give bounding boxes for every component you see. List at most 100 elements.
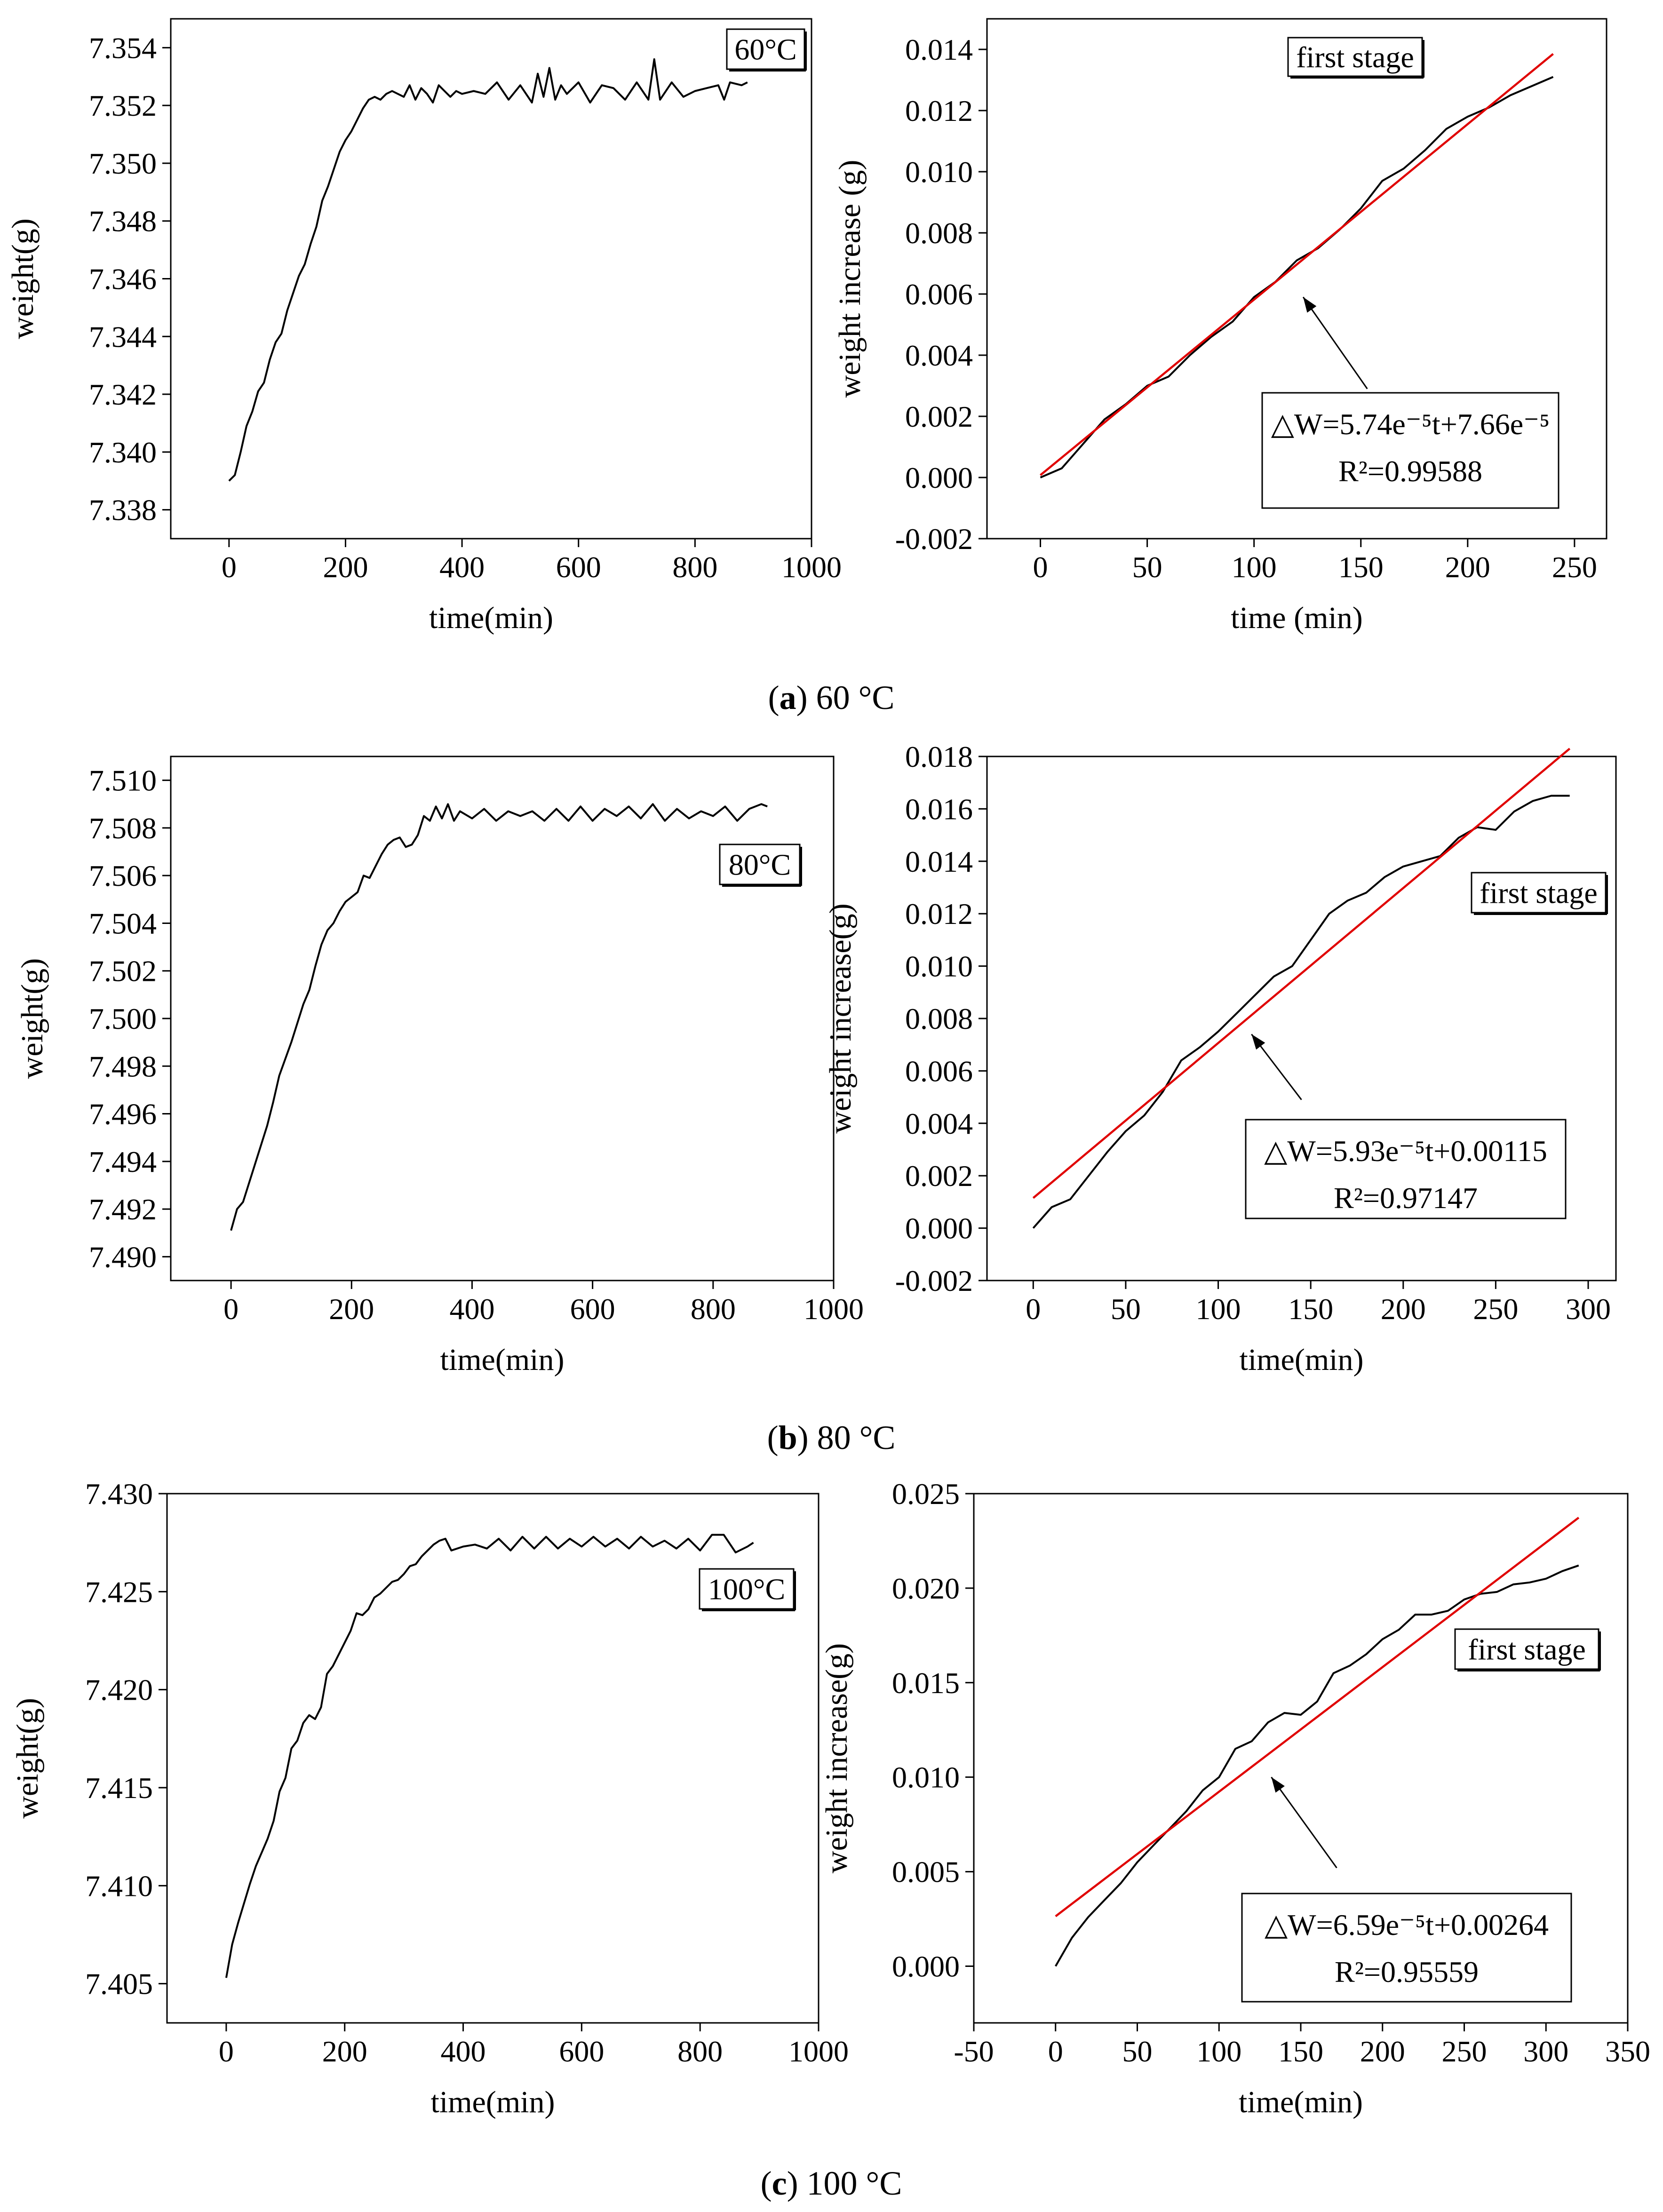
r-squared: R²=0.97147	[1334, 1181, 1478, 1215]
legend-label: first stage	[1468, 1633, 1586, 1666]
equation-box	[1241, 1893, 1572, 2003]
x-tick-label: 200	[1445, 550, 1490, 584]
x-tick-label: 150	[1338, 550, 1384, 584]
y-tick-label: 7.430	[85, 1477, 153, 1511]
fit-equation: △W=6.59e⁻⁵t+0.00264	[1265, 1908, 1549, 1941]
y-tick-label: 0.008	[905, 216, 973, 250]
x-tick-label: 50	[1122, 2035, 1153, 2068]
y-tick-label: 0.000	[905, 1212, 973, 1245]
legend-box	[699, 1568, 795, 1610]
x-tick-label: 400	[439, 550, 485, 584]
x-tick-label: 400	[449, 1292, 494, 1326]
y-tick-label: 0.014	[905, 33, 973, 66]
x-tick-label: 0	[1048, 2035, 1063, 2068]
caption-c: (c) 100 °C	[761, 2164, 902, 2202]
chart-a-left: 0 200 400 600 800 1000 7.338 7.340 7.342 7.344 7.3…	[6, 18, 842, 635]
chart-b-right: 0 50 100 150 200 250 300 -0.002 0.000 0.002 0.004 0…	[823, 740, 1617, 1377]
x-tick-label: 200	[329, 1292, 374, 1326]
x-tick-label: 300	[1566, 1292, 1611, 1326]
y-tick-label: 0.002	[905, 1159, 973, 1193]
y-tick-label: 7.492	[89, 1193, 157, 1226]
y-axis-title: weight increase(g)	[820, 1643, 854, 1873]
caption-b: (b) 80 °C	[767, 1419, 896, 1456]
y-tick-label: 7.502	[89, 955, 157, 988]
y-tick-label: 0.014	[905, 845, 973, 878]
y-tick-label: 0.004	[905, 339, 973, 372]
x-tick-label: 600	[570, 1292, 615, 1326]
y-tick-label: 7.348	[89, 205, 157, 238]
chart-b-left: 0 200 400 600 800 1000 7.490 7.492 7.494 7.496 7.4…	[15, 756, 864, 1377]
x-axis-title: time(min)	[429, 601, 553, 635]
x-tick-label: 200	[323, 550, 368, 584]
legend-box	[1471, 872, 1607, 914]
y-tick-label: 7.498	[89, 1050, 157, 1083]
y-tick-label: 7.500	[89, 1002, 157, 1035]
x-tick-label: 150	[1288, 1292, 1333, 1326]
x-tick-label: 250	[1552, 550, 1597, 584]
x-tick-label: -50	[954, 2035, 994, 2068]
data-line	[1032, 795, 1570, 1229]
y-tick-label: 0.010	[905, 155, 973, 189]
y-tick-label: 7.425	[85, 1575, 153, 1608]
annotation-arrow	[1302, 296, 1368, 390]
fit-line	[1055, 1517, 1580, 1918]
x-tick-label: 0	[1026, 1292, 1041, 1326]
equation-box	[1245, 1119, 1567, 1219]
annotation-arrowhead	[1271, 1777, 1285, 1793]
y-tick-label: 0.016	[905, 792, 973, 826]
x-tick-label: 800	[672, 550, 717, 584]
x-tick-label: 100	[1232, 550, 1277, 584]
plot-frame	[166, 1493, 820, 2024]
x-axis-title: time(min)	[1240, 1343, 1364, 1377]
x-tick-label: 400	[441, 2035, 486, 2068]
legend-box	[726, 28, 805, 70]
fit-equation: △W=5.93e⁻⁵t+0.00115	[1264, 1134, 1547, 1168]
x-tick-label: 600	[559, 2035, 604, 2068]
legend-box	[1454, 1628, 1599, 1670]
y-tick-label: 7.352	[89, 89, 157, 122]
fit-line	[1032, 748, 1571, 1199]
y-tick-label: 7.410	[85, 1869, 153, 1902]
y-tick-label: 0.020	[892, 1572, 960, 1605]
legend-label: first stage	[1480, 876, 1598, 910]
y-tick-label: 7.338	[89, 493, 157, 527]
r-squared: R²=0.99588	[1338, 454, 1482, 488]
x-tick-label: 1000	[788, 2035, 849, 2068]
y-tick-label: 0.006	[905, 278, 973, 311]
y-tick-label: 7.405	[85, 1967, 153, 2001]
fit-equation: △W=5.74e⁻⁵t+7.66e⁻⁵	[1271, 407, 1550, 441]
y-tick-label: 7.340	[89, 436, 157, 469]
x-tick-label: 0	[222, 550, 237, 584]
y-tick-label: 0.018	[905, 740, 973, 773]
y-tick-label: 0.005	[892, 1855, 960, 1889]
y-tick-label: 7.354	[89, 31, 157, 64]
y-tick-label: 7.344	[89, 320, 157, 353]
data-line	[225, 1534, 754, 1978]
x-axis-title: time(min)	[431, 2085, 555, 2119]
y-tick-label: 7.350	[89, 147, 157, 180]
x-tick-label: 200	[1360, 2035, 1405, 2068]
x-tick-label: 250	[1442, 2035, 1487, 2068]
x-tick-label: 100	[1196, 2035, 1241, 2068]
y-axis-title: weight(g)	[10, 1698, 45, 1819]
y-tick-label: 7.415	[85, 1771, 153, 1805]
equation-box	[1261, 392, 1560, 509]
x-tick-label: 800	[691, 1292, 736, 1326]
y-tick-label: 7.494	[89, 1145, 157, 1178]
x-axis-title: time(min)	[1239, 2085, 1363, 2119]
plot-frame	[170, 18, 812, 540]
x-tick-label: 50	[1132, 550, 1162, 584]
data-line	[230, 803, 768, 1231]
annotation-arrowhead	[1303, 297, 1317, 313]
caption-a: (a) 60 °C	[768, 679, 895, 716]
x-tick-label: 100	[1196, 1292, 1241, 1326]
y-axis-title: weight increase(g)	[823, 903, 858, 1133]
x-axis-title: time(min)	[440, 1343, 565, 1377]
y-axis-title: weight(g)	[6, 218, 40, 339]
x-tick-label: 300	[1523, 2035, 1568, 2068]
x-tick-label: 1000	[804, 1292, 864, 1326]
y-axis-title: weight increase (g)	[833, 160, 867, 398]
y-tick-label: 0.008	[905, 1002, 973, 1035]
x-axis-title: time (min)	[1231, 601, 1362, 635]
x-tick-label: 50	[1111, 1292, 1141, 1326]
